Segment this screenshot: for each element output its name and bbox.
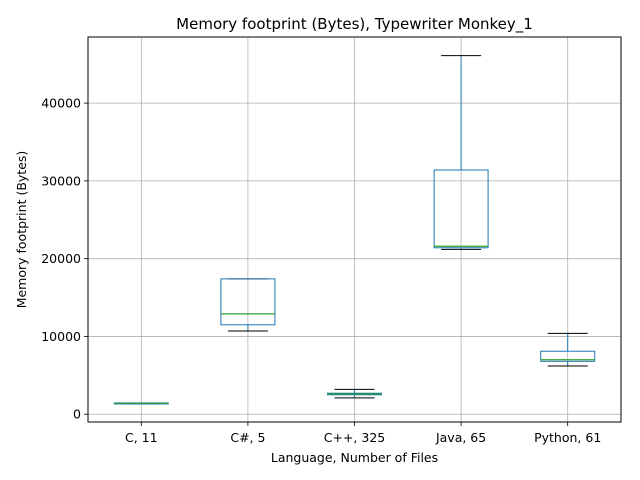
y-tick-label: 10000 xyxy=(41,329,81,344)
x-tick-label: Python, 61 xyxy=(534,430,601,445)
box-group xyxy=(113,402,169,405)
box-group xyxy=(220,278,276,332)
box-group xyxy=(433,55,489,250)
box-body xyxy=(540,350,596,362)
box-group xyxy=(540,332,596,367)
grid-layer xyxy=(88,37,621,422)
x-axis-title: Language, Number of Files xyxy=(271,450,438,465)
box-layer xyxy=(113,55,596,405)
chart-title: Memory footprint (Bytes), Typewriter Mon… xyxy=(176,15,533,34)
x-tick-label: C, 11 xyxy=(125,430,158,445)
x-tick-label: C++, 325 xyxy=(324,430,385,445)
box-body xyxy=(433,169,489,249)
y-tick-label: 40000 xyxy=(41,96,81,111)
x-tick-label: Java, 65 xyxy=(435,430,486,445)
box-group xyxy=(327,388,382,399)
tick-layer: 0 10000 20000 30000 40000 C, 11 C#, 5 C++, 325 J… xyxy=(41,96,601,445)
y-tick-label: 20000 xyxy=(41,251,81,266)
y-tick-label: 30000 xyxy=(41,173,81,188)
box-body xyxy=(220,278,276,326)
y-tick-label: 0 xyxy=(73,407,81,422)
y-axis-title: Memory footprint (Bytes) xyxy=(14,151,29,309)
x-tick-label: C#, 5 xyxy=(230,430,265,445)
